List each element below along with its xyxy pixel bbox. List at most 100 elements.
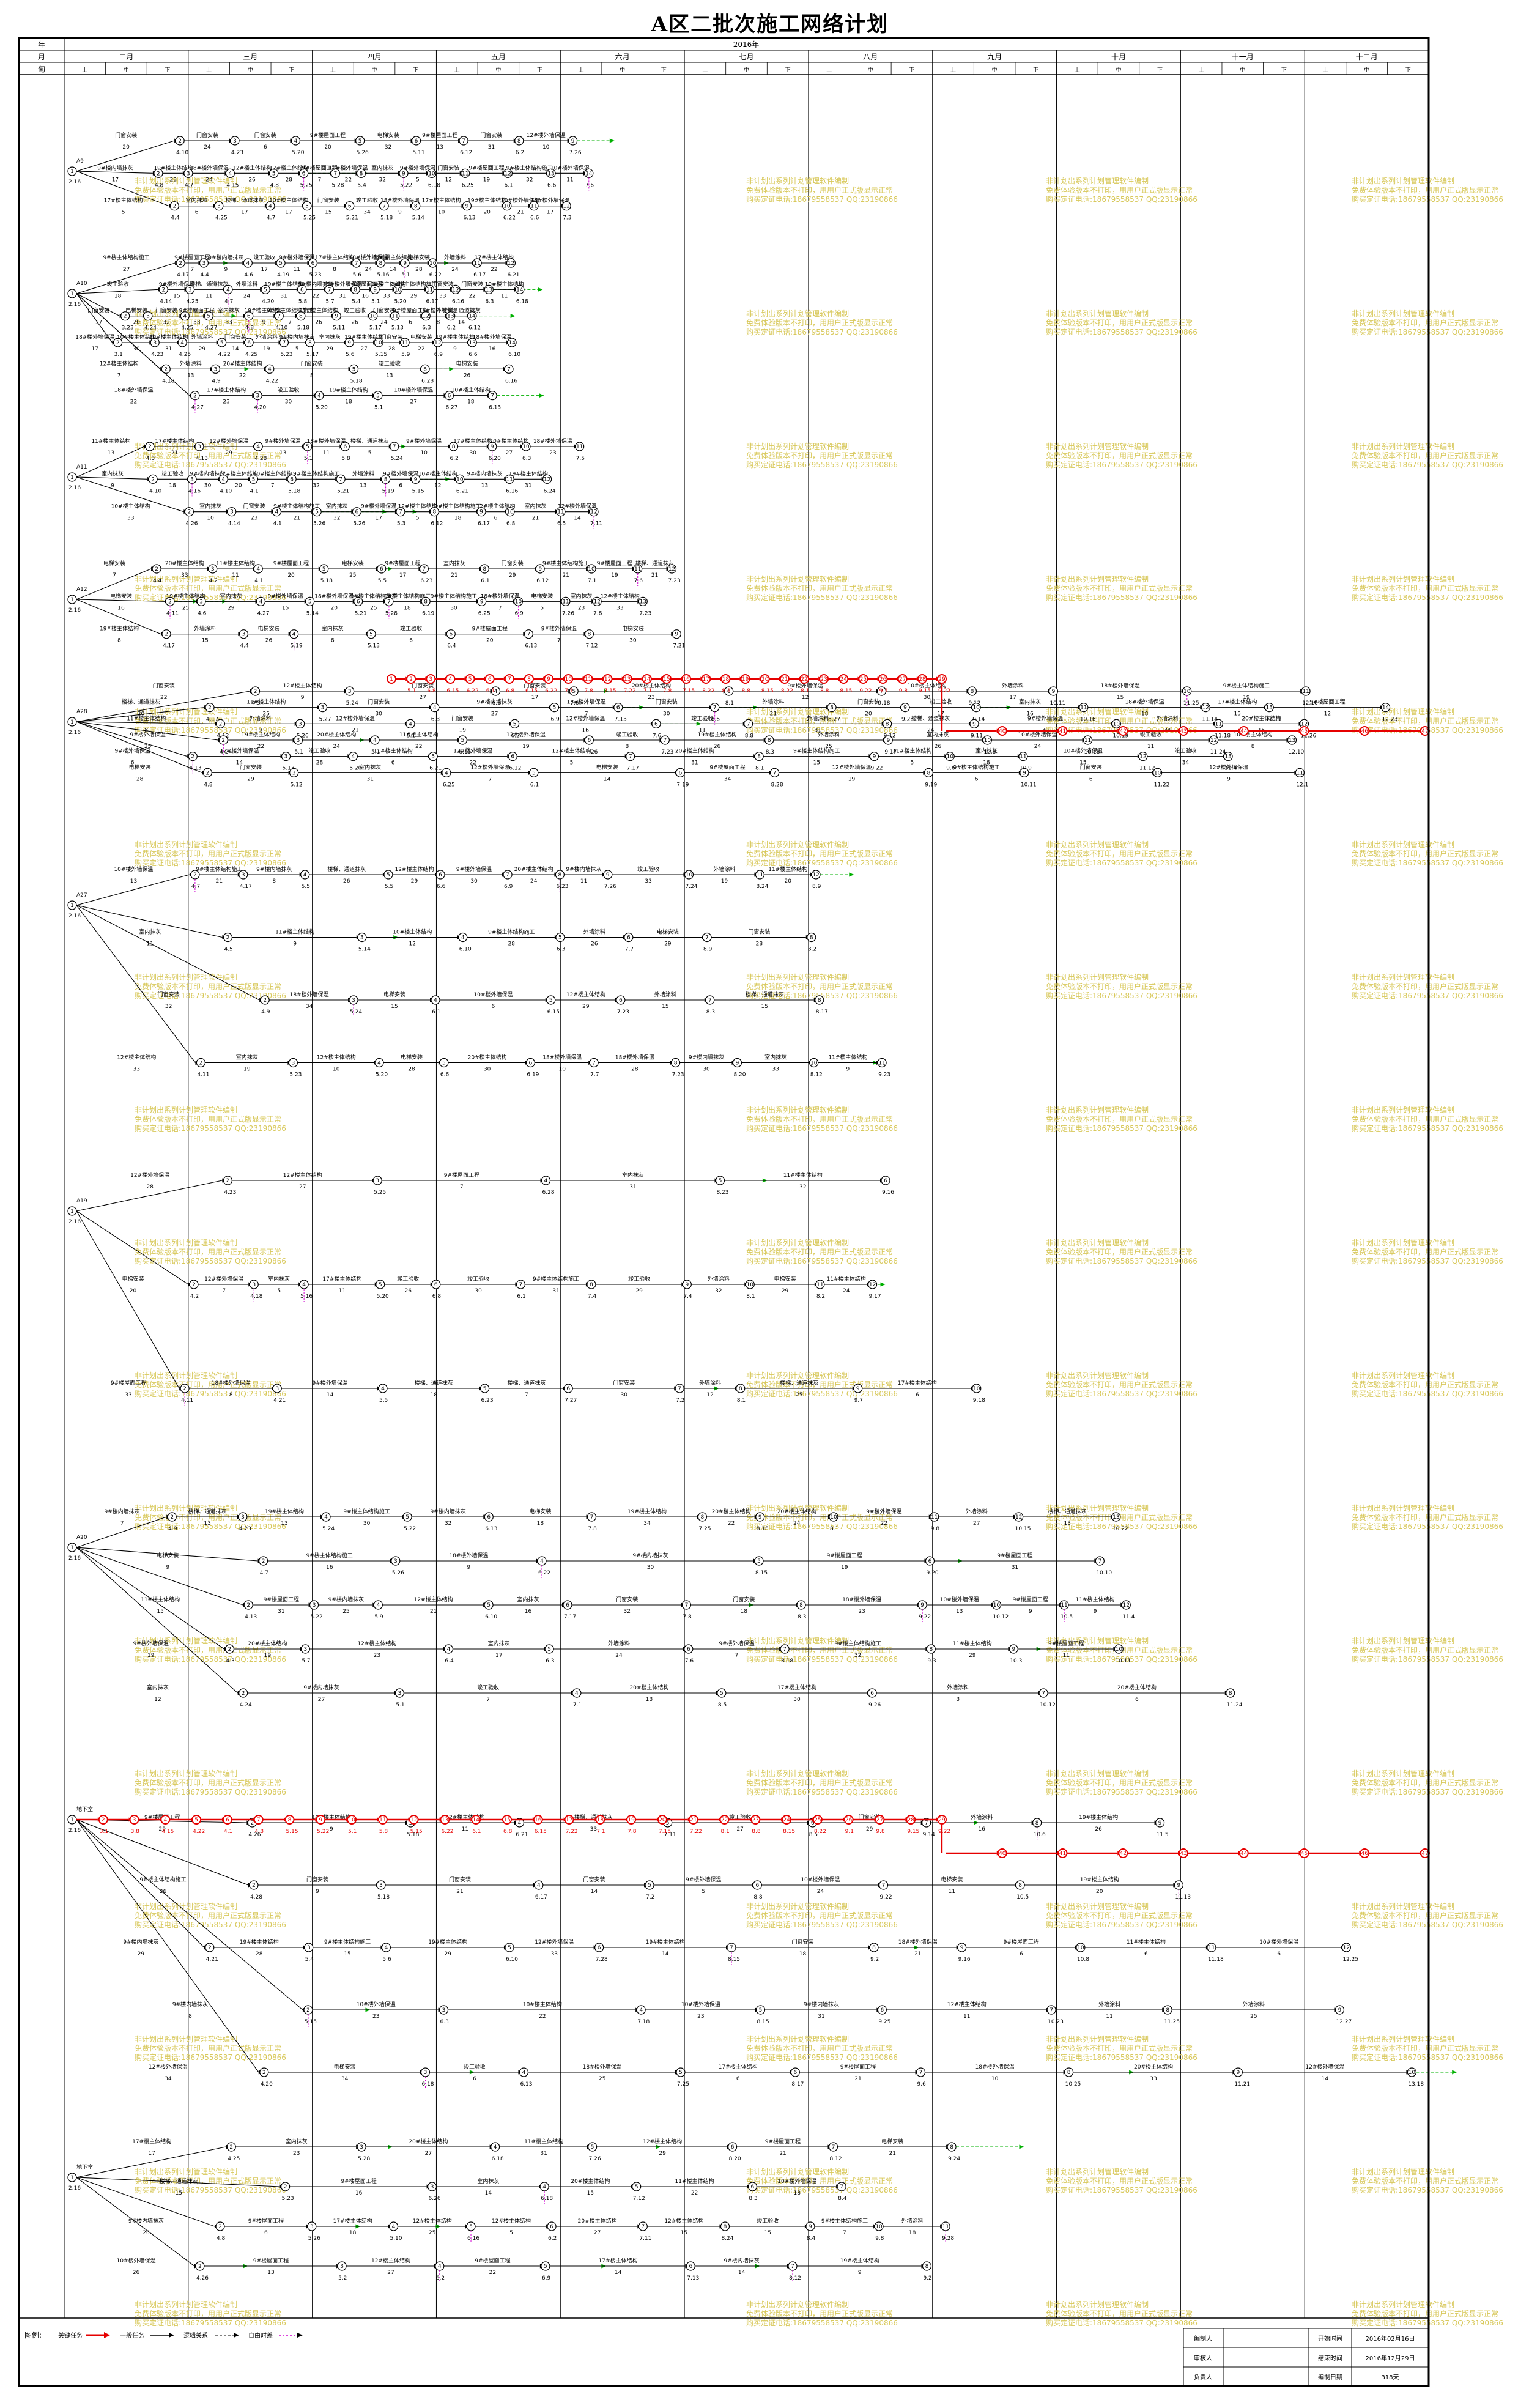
task-duration: 27 bbox=[299, 1184, 306, 1190]
event-date: 5.1 bbox=[371, 749, 380, 755]
svg-text:5: 5 bbox=[648, 1883, 651, 1889]
watermark-text: 购买定证电话:18679558537 QQ:23190866 bbox=[135, 460, 286, 469]
task-duration: 14 bbox=[662, 1951, 669, 1957]
svg-text:11: 11 bbox=[462, 171, 468, 177]
event-date: 9.14 bbox=[972, 717, 985, 723]
event-node: 8 bbox=[671, 1058, 681, 1068]
task-duration: 11 bbox=[963, 2014, 970, 2020]
task-name: 9#楼内墙抹灰 bbox=[632, 1552, 668, 1559]
task-duration: 25 bbox=[599, 2076, 605, 2082]
month-label: 九月 bbox=[987, 53, 1002, 61]
svg-text:6: 6 bbox=[619, 998, 623, 1004]
task-arrow bbox=[239, 138, 295, 143]
svg-text:6: 6 bbox=[616, 705, 620, 711]
task-duration: 31 bbox=[691, 760, 698, 766]
task-duration: 7 bbox=[113, 572, 116, 579]
task-name: 10#楼外墙保温 bbox=[116, 2257, 155, 2264]
event-node: 3 bbox=[194, 442, 204, 451]
event-date: 6.15 bbox=[547, 1009, 560, 1015]
task-arrow bbox=[1041, 1820, 1160, 1825]
task-duration: 14 bbox=[1322, 2076, 1329, 2082]
task-duration: 29 bbox=[228, 605, 235, 611]
task-arrow bbox=[454, 314, 516, 319]
event-date: 5.24 bbox=[391, 456, 403, 462]
event-date: 6.18 bbox=[492, 2156, 504, 2162]
event-node: 10 bbox=[563, 674, 574, 684]
watermark-text: 非计划出系列计划管理软件编制 bbox=[1352, 574, 1454, 584]
svg-text:10: 10 bbox=[1409, 2070, 1416, 2076]
task-arrow bbox=[327, 705, 434, 710]
watermark-text: 购买定证电话:18679558537 QQ:23190866 bbox=[135, 991, 286, 1000]
event-date: 5.4 bbox=[352, 298, 361, 305]
task-duration: 14 bbox=[591, 1889, 598, 1895]
event-node: 8 bbox=[1226, 1688, 1235, 1698]
section-label: A27 bbox=[76, 892, 87, 898]
event-node: 5 bbox=[676, 2067, 686, 2077]
event-node: 22 bbox=[719, 1815, 730, 1825]
task-duration: 22 bbox=[489, 2270, 496, 2276]
task-arrow bbox=[601, 599, 643, 604]
task-arrow bbox=[695, 2264, 792, 2269]
event-node: 5 bbox=[312, 507, 322, 517]
watermark-text: 非计划出系列计划管理软件编制 bbox=[746, 309, 849, 318]
event-date: 4.8 bbox=[245, 325, 254, 332]
task-arrow bbox=[281, 509, 317, 514]
event-node: 10 bbox=[1076, 1943, 1086, 1952]
task-duration: 24 bbox=[365, 267, 372, 273]
svg-text:3: 3 bbox=[431, 2184, 434, 2190]
task-arrow bbox=[212, 770, 294, 775]
svg-text:10: 10 bbox=[565, 676, 572, 683]
svg-text:11: 11 bbox=[816, 1282, 823, 1288]
task-duration: 10 bbox=[991, 2076, 999, 2082]
event-node: 17 bbox=[701, 674, 711, 684]
task-arrow bbox=[311, 444, 345, 449]
watermark-text: 非计划出系列计划管理软件编制 bbox=[135, 2300, 237, 2309]
task-arrow bbox=[453, 393, 492, 398]
dekad-label: 下 bbox=[413, 67, 418, 73]
task-duration: 18 bbox=[537, 1521, 544, 1527]
event-date: 4.18 bbox=[162, 378, 174, 384]
task-arrow bbox=[398, 2224, 471, 2229]
event-date: 4.21 bbox=[206, 1957, 218, 1963]
task-arrow bbox=[298, 770, 446, 775]
event-node: 25 bbox=[858, 674, 868, 684]
svg-text:8: 8 bbox=[588, 632, 591, 638]
event-date: 7.11 bbox=[639, 2236, 651, 2242]
task-duration: 30 bbox=[484, 1067, 491, 1073]
event-node: 6 bbox=[508, 752, 517, 761]
svg-text:1: 1 bbox=[70, 169, 74, 175]
network-diagram: A92.161门窗安装2024.10门窗安装2434.23门窗安装645.209… bbox=[67, 132, 1457, 2283]
task-duration: 27 bbox=[123, 267, 130, 273]
task-duration: 11 bbox=[1106, 2014, 1112, 2020]
event-date: 7.11 bbox=[664, 1832, 676, 1838]
task-duration: 10 bbox=[438, 210, 445, 216]
svg-text:8: 8 bbox=[308, 340, 312, 346]
task-name: 9#楼屋面工程 bbox=[310, 132, 346, 139]
event-date: 12.11 bbox=[1265, 717, 1281, 723]
event-node: 12 bbox=[409, 1815, 419, 1825]
watermark-text: 免费体验版本不打印，用用户正式版显示正常 bbox=[1352, 451, 1498, 460]
watermark-text: 免费体验版本不打印，用用户正式版显示正常 bbox=[746, 1778, 893, 1787]
task-duration: 6 bbox=[1277, 1951, 1281, 1957]
watermark-text: 购买定证电话:18679558537 QQ:23190866 bbox=[1046, 2053, 1198, 2062]
task-arrow bbox=[193, 509, 231, 514]
task-duration: 19 bbox=[611, 572, 618, 579]
task-name: 12#楼外墙保温 bbox=[130, 1171, 169, 1179]
task-arrow bbox=[640, 2184, 752, 2189]
task-arrow bbox=[991, 738, 1087, 743]
event-node: 5 bbox=[466, 2221, 476, 2231]
watermark-text: 免费体验版本不打印，用用户正式版显示正常 bbox=[135, 318, 281, 327]
event-node: 5 bbox=[204, 311, 213, 321]
task-arrow bbox=[270, 287, 302, 292]
svg-text:1: 1 bbox=[70, 291, 74, 297]
event-node: 11 bbox=[755, 870, 765, 880]
event-node: 11 bbox=[1059, 1600, 1069, 1610]
svg-text:3: 3 bbox=[313, 1602, 316, 1609]
svg-text:3: 3 bbox=[321, 705, 325, 711]
task-duration: 23 bbox=[578, 605, 585, 611]
watermark-text: 购买定证电话:18679558537 QQ:23190866 bbox=[1046, 1654, 1198, 1664]
event-node: 10 bbox=[945, 752, 955, 761]
watermark-text: 免费体验版本不打印，用用户正式版显示正常 bbox=[135, 1911, 281, 1920]
svg-text:3: 3 bbox=[252, 1282, 256, 1288]
svg-text:7: 7 bbox=[334, 171, 338, 177]
